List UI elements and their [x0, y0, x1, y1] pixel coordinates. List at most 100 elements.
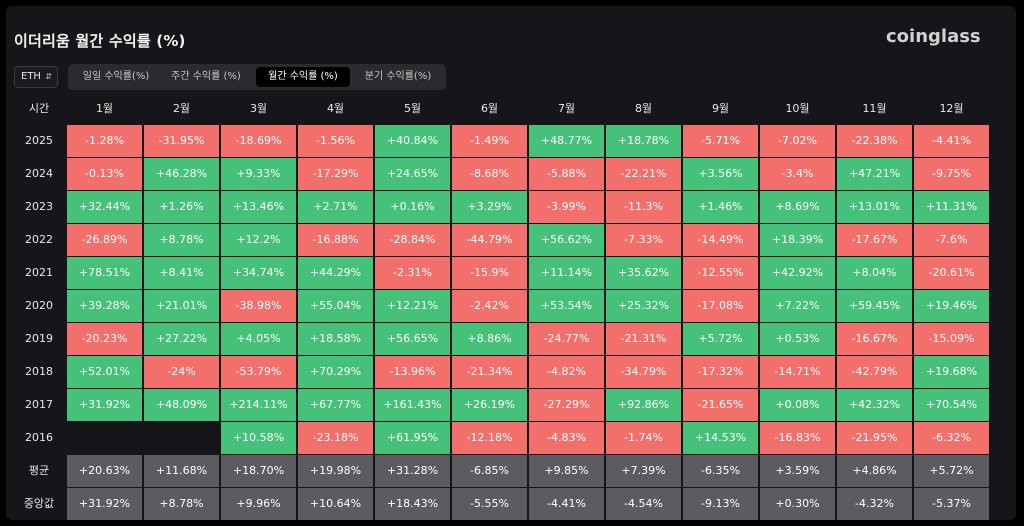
return-cell: -53.79%	[221, 356, 296, 388]
return-cell: +55.04%	[298, 290, 373, 322]
return-cell: -2.42%	[452, 290, 527, 322]
return-cell: -17.67%	[837, 224, 912, 256]
return-cell: +2.71%	[298, 191, 373, 223]
return-cell: -1.56%	[298, 125, 373, 157]
return-cell: -16.88%	[298, 224, 373, 256]
return-cell: +47.21%	[837, 158, 912, 190]
return-cell: -21.95%	[837, 422, 912, 454]
return-cell: -1.28%	[67, 125, 142, 157]
return-cell: -1.49%	[452, 125, 527, 157]
return-cell: +5.72%	[683, 323, 758, 355]
return-cell: +92.86%	[606, 389, 681, 421]
return-cell: +18.58%	[298, 323, 373, 355]
return-cell: -28.84%	[375, 224, 450, 256]
return-cell: -8.68%	[452, 158, 527, 190]
tab-daily[interactable]: 일일 수익률(%)	[82, 71, 150, 82]
column-header: 10월	[785, 102, 810, 115]
column-header: 1월	[95, 102, 114, 115]
summary-row-label: 중앙값	[23, 497, 55, 510]
return-cell: -26.89%	[67, 224, 142, 256]
return-cell: +1.26%	[144, 191, 219, 223]
return-cell: +52.01%	[67, 356, 142, 388]
return-cell: -2.31%	[375, 257, 450, 289]
tab-monthly[interactable]: 월간 수익률 (%)	[256, 67, 350, 87]
return-cell: +53.54%	[529, 290, 604, 322]
return-cell: +13.46%	[221, 191, 296, 223]
summary-cell: +4.86%	[837, 455, 912, 487]
return-cell: +14.53%	[683, 422, 758, 454]
summary-cell: -5.55%	[452, 488, 527, 520]
return-cell: -22.21%	[606, 158, 681, 190]
return-cell: +11.31%	[914, 191, 989, 223]
return-cell	[144, 422, 219, 454]
return-cell: +19.46%	[914, 290, 989, 322]
return-cell: -21.65%	[683, 389, 758, 421]
summary-cell: +18.70%	[221, 455, 296, 487]
summary-cell: -4.32%	[837, 488, 912, 520]
summary-cell: +7.39%	[606, 455, 681, 487]
return-cell: +56.65%	[375, 323, 450, 355]
asset-select[interactable]: ETH ⇵	[14, 66, 58, 88]
summary-cell: +8.78%	[144, 488, 219, 520]
summary-cell: +31.28%	[375, 455, 450, 487]
return-cell: -14.71%	[760, 356, 835, 388]
return-cell: +40.84%	[375, 125, 450, 157]
return-cell: -14.49%	[683, 224, 758, 256]
return-cell: -3.99%	[529, 191, 604, 223]
return-cell: +10.58%	[221, 422, 296, 454]
return-cell: -21.34%	[452, 356, 527, 388]
return-cell: +8.04%	[837, 257, 912, 289]
return-cell: -0.13%	[67, 158, 142, 190]
column-header: 7월	[557, 102, 576, 115]
year-label: 2022	[25, 233, 53, 246]
brand-logo: coinglass	[886, 26, 981, 47]
summary-cell: +5.72%	[914, 455, 989, 487]
summary-cell: +10.64%	[298, 488, 373, 520]
summary-cell: +18.43%	[375, 488, 450, 520]
summary-row-label: 평균	[28, 464, 50, 477]
return-cell: +48.09%	[144, 389, 219, 421]
return-cell: +1.46%	[683, 191, 758, 223]
column-header: 4월	[326, 102, 345, 115]
return-cell: -15.9%	[452, 257, 527, 289]
return-cell: -3.4%	[760, 158, 835, 190]
column-header: 2월	[172, 102, 191, 115]
return-cell: +48.77%	[529, 125, 604, 157]
return-cell: -1.74%	[606, 422, 681, 454]
summary-cell: -6.85%	[452, 455, 527, 487]
return-cell: +13.01%	[837, 191, 912, 223]
return-cell: -42.79%	[837, 356, 912, 388]
summary-cell: +20.63%	[67, 455, 142, 487]
return-cell: -27.29%	[529, 389, 604, 421]
return-cell: +34.74%	[221, 257, 296, 289]
return-cell: +18.78%	[606, 125, 681, 157]
column-header: 6월	[480, 102, 499, 115]
return-cell: +21.01%	[144, 290, 219, 322]
return-cell: -24%	[144, 356, 219, 388]
return-cell: +70.54%	[914, 389, 989, 421]
return-cell: +67.77%	[298, 389, 373, 421]
column-header: 8월	[634, 102, 653, 115]
return-cell: +161.43%	[375, 389, 450, 421]
chart-title: 이더리움 월간 수익률 (%)	[14, 32, 186, 50]
return-cell: -7.6%	[914, 224, 989, 256]
return-cell: -5.71%	[683, 125, 758, 157]
year-label: 2016	[25, 431, 53, 444]
summary-cell: +19.98%	[298, 455, 373, 487]
return-cell: +214.11%	[221, 389, 296, 421]
tab-quarterly[interactable]: 분기 수익률(%)	[364, 71, 432, 82]
return-cell: +42.92%	[760, 257, 835, 289]
return-cell: +32.44%	[67, 191, 142, 223]
chevron-updown-icon: ⇵	[45, 72, 52, 81]
return-cell: +8.78%	[144, 224, 219, 256]
year-label: 2018	[25, 365, 53, 378]
return-cell: -31.95%	[144, 125, 219, 157]
return-cell: -16.83%	[760, 422, 835, 454]
summary-cell: +9.85%	[529, 455, 604, 487]
return-cell: +31.92%	[67, 389, 142, 421]
return-cell: +39.28%	[67, 290, 142, 322]
return-cell: +46.28%	[144, 158, 219, 190]
column-header: 5월	[403, 102, 422, 115]
return-cell: -6.32%	[914, 422, 989, 454]
tab-weekly[interactable]: 주간 수익률 (%)	[171, 71, 241, 82]
